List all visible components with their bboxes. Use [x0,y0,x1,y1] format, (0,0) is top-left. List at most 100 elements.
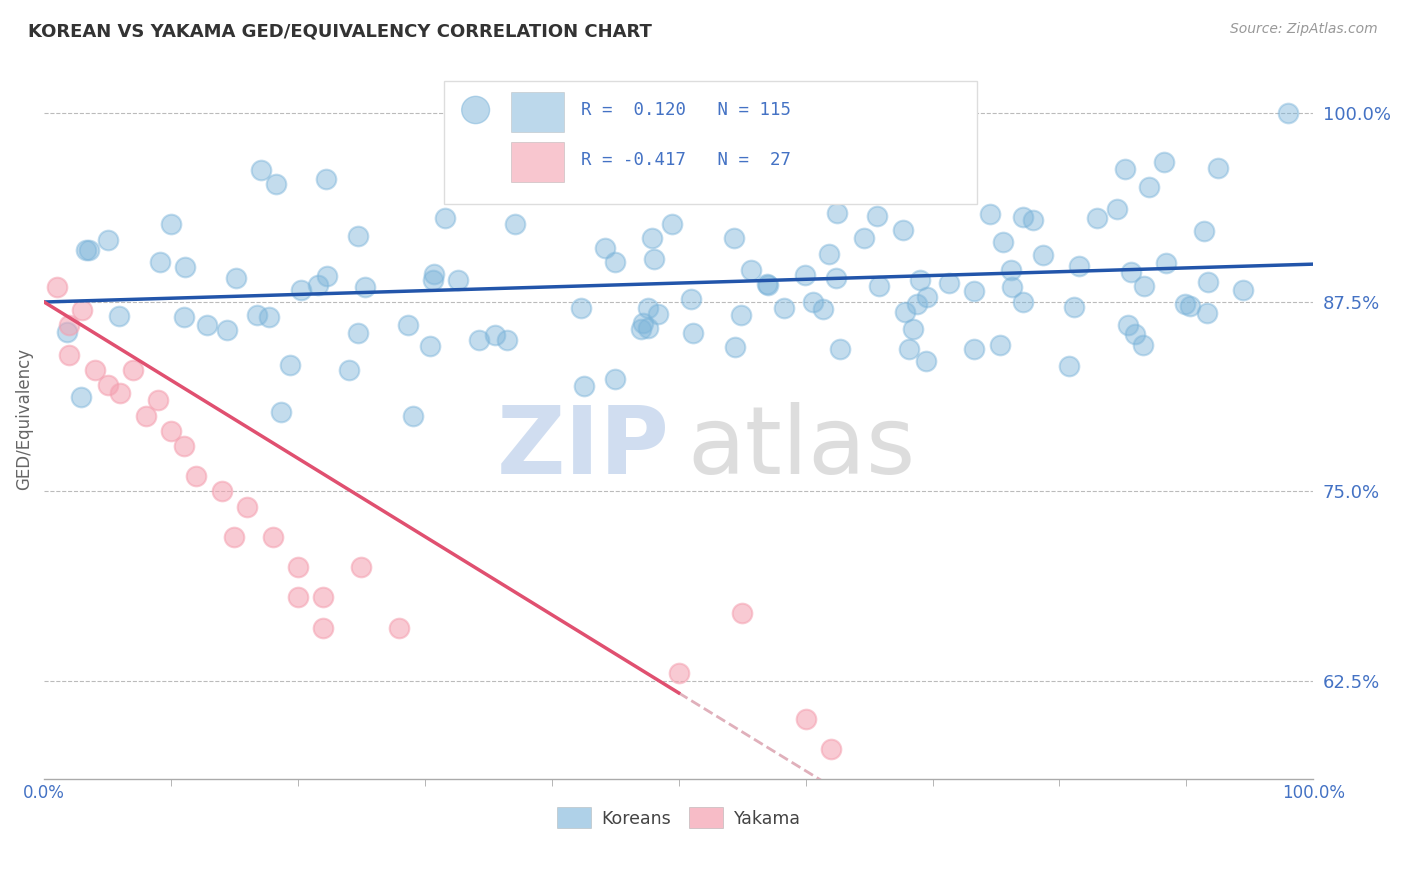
Point [195,318,218,333]
Point [641,231,664,245]
Point [1232,283,1254,297]
Point [56,325,79,339]
Point [637,301,659,316]
Point [280,358,302,372]
Point [186,469,208,483]
Point [217,323,239,337]
Text: ZIP: ZIP [496,402,669,494]
Point [1132,338,1154,352]
Point [1178,299,1201,313]
Point [58,318,80,332]
Point [388,621,411,635]
Point [963,342,986,356]
Point [287,591,309,605]
Point [1067,259,1090,273]
Point [593,241,616,255]
Point [894,305,917,319]
Point [249,162,271,177]
Point [236,500,259,514]
Point [290,283,312,297]
Point [801,295,824,310]
Point [1119,265,1142,279]
Point [149,255,172,269]
Point [1192,224,1215,238]
Point [1057,359,1080,373]
Point [312,621,335,635]
Point [1116,318,1139,333]
Point [1001,280,1024,294]
Point [467,333,489,347]
Point [503,217,526,231]
Point [1197,275,1219,289]
Point [756,277,779,291]
Text: Source: ZipAtlas.com: Source: ZipAtlas.com [1230,22,1378,37]
Point [264,177,287,191]
Point [135,409,157,423]
Point [262,530,284,544]
Point [287,560,309,574]
Ellipse shape [461,96,489,124]
Point [963,285,986,299]
Point [423,267,446,281]
Point [110,385,132,400]
Point [173,439,195,453]
Point [818,247,841,261]
Point [991,235,1014,249]
Point [337,363,360,377]
Point [45,280,67,294]
Point [853,231,876,245]
Point [83,363,105,377]
Point [58,348,80,362]
Point [1012,210,1035,224]
Point [866,210,889,224]
Point [257,310,280,325]
Point [868,279,890,293]
Point [643,252,665,266]
Point [148,393,170,408]
Point [496,333,519,347]
Point [828,342,851,356]
FancyBboxPatch shape [512,143,564,182]
Point [434,211,457,226]
Point [465,140,488,154]
Point [897,342,920,356]
Text: R =  0.120   N = 115: R = 0.120 N = 115 [581,101,792,119]
Point [1012,294,1035,309]
Point [1032,248,1054,262]
Point [396,318,419,332]
Point [1174,297,1197,311]
Point [574,378,596,392]
Point [75,243,97,257]
Point [160,424,183,438]
Point [756,278,779,293]
Point [270,405,292,419]
FancyBboxPatch shape [512,92,564,131]
Point [312,591,335,605]
Point [813,302,835,317]
Point [794,712,817,726]
Point [225,271,247,285]
Point [891,223,914,237]
Point [730,308,752,322]
Point [1277,105,1299,120]
Point [823,172,845,186]
Point [673,128,696,142]
Point [731,606,754,620]
Point [605,254,627,268]
Point [679,293,702,307]
Point [1153,155,1175,169]
Point [661,217,683,231]
Point [447,273,470,287]
Point [354,279,377,293]
Point [637,321,659,335]
Point [988,337,1011,351]
Point [70,390,93,404]
Point [724,339,747,353]
Point [825,206,848,220]
Point [1085,211,1108,225]
Point [773,301,796,315]
Point [938,277,960,291]
Point [1154,255,1177,269]
Point [347,229,370,244]
Point [97,378,120,392]
